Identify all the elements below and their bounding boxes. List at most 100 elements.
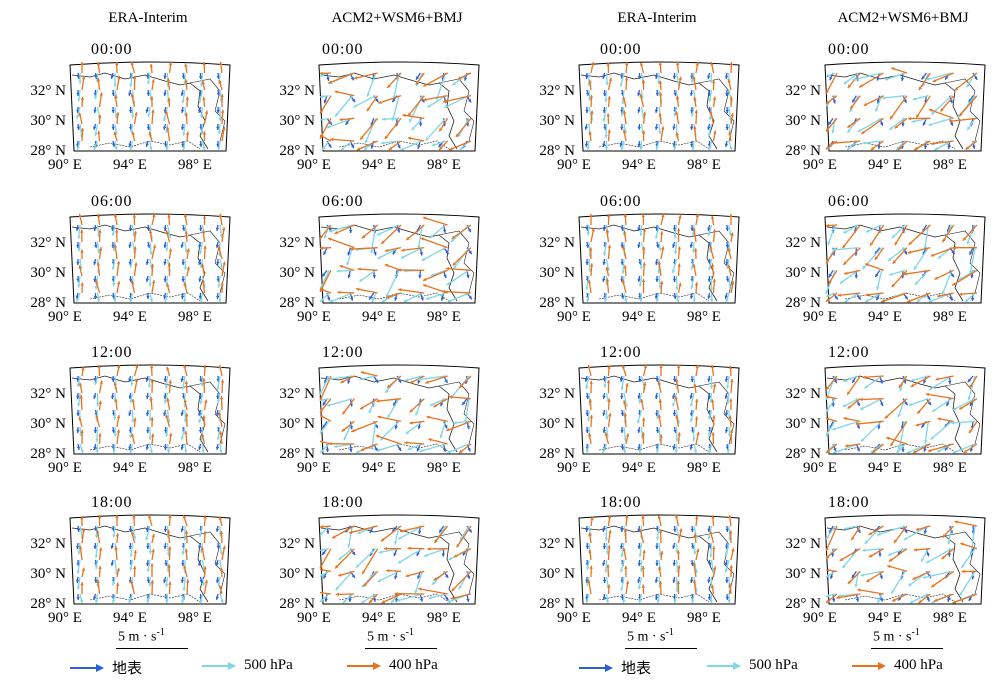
wind-arrowhead (416, 447, 420, 452)
wind-arrowhead (725, 298, 729, 302)
wind-arrowhead (115, 533, 120, 537)
wind-arrowhead (94, 599, 99, 603)
wind-arrow (860, 570, 882, 577)
wind-arrow (329, 292, 353, 303)
wind-arrowhead (641, 417, 646, 421)
latitude-label: 32° N (279, 83, 315, 99)
wind-arrowhead (641, 584, 645, 588)
wind-arrow (891, 224, 906, 239)
wind-arrowhead (914, 147, 918, 150)
wind-arrowhead (75, 579, 80, 583)
wind-arrowhead (430, 273, 435, 277)
wind-arrowhead (707, 579, 711, 583)
wind-arrow (908, 398, 929, 406)
wind-arrowhead (607, 129, 611, 133)
wind-arrowhead (730, 378, 734, 383)
wind-arrowhead (851, 574, 855, 578)
wind-arrowhead (657, 270, 661, 274)
wind-arrowhead (602, 596, 606, 600)
wind-arrowhead (404, 441, 408, 445)
scale-text: 5 m · s (118, 629, 157, 645)
wind-arrowhead (916, 298, 921, 302)
wind-arrowhead (694, 248, 698, 252)
wind-arrowhead (323, 235, 327, 239)
wind-arrowhead (826, 259, 830, 264)
legend-arrow-icon (347, 661, 381, 670)
scale-bar (116, 648, 188, 649)
wind-arrowhead (923, 440, 928, 444)
wind-arrow (456, 525, 472, 548)
legend-arrow-icon (852, 661, 886, 670)
wind-arrow (925, 72, 952, 81)
wind-arrowhead (182, 132, 186, 136)
wind-arrowhead (367, 107, 371, 112)
longitude-label: 90° E (557, 610, 591, 626)
wind-arrowhead (129, 399, 133, 404)
latitude-label: 30° N (539, 416, 575, 432)
wind-arrowhead (679, 528, 683, 532)
wind-arrowhead (163, 446, 168, 450)
map-frame (578, 364, 740, 455)
wind-arrowhead (78, 432, 83, 437)
wind-arrowhead (729, 146, 733, 150)
wind-arrowhead (202, 378, 206, 382)
wind-arrowhead (588, 399, 593, 403)
wind-arrowhead (131, 419, 135, 424)
wind-arrowhead (145, 536, 149, 541)
wind-arrowhead (930, 141, 935, 146)
wind-arrowhead (949, 99, 953, 104)
wind-arrowhead (184, 530, 189, 534)
wind-arrowhead (150, 563, 154, 567)
wind-arrowhead (417, 425, 421, 430)
wind-arrowhead (403, 299, 408, 303)
wind-arrow (860, 117, 885, 135)
map-panel: 18:00 32° N 30° N 28° N 90° E 94° E 98° E (279, 494, 492, 655)
wind-arrowhead (94, 244, 98, 248)
wind-arrowhead (180, 579, 185, 583)
wind-arrowhead (660, 551, 664, 555)
wind-arrowhead (620, 261, 624, 265)
wind-arrowhead (847, 129, 851, 133)
wind-arrowhead (965, 298, 969, 302)
wind-arrowhead (897, 146, 902, 150)
wind-arrowhead (673, 599, 677, 603)
wind-arrowhead (445, 574, 449, 578)
wind-arrowhead (215, 244, 220, 248)
wind-arrowhead (711, 80, 716, 84)
wind-arrowhead (587, 279, 592, 284)
longitude-label: 90° E (803, 157, 837, 173)
wind-arrowhead (898, 384, 902, 388)
longitude-label: 94° E (622, 610, 656, 626)
wind-arrowhead (165, 599, 169, 603)
wind-arrow (446, 420, 472, 432)
wind-arrowhead (335, 113, 339, 117)
wind-arrowhead (859, 397, 863, 402)
wind-arrowhead (199, 227, 203, 231)
wind-arrowhead (707, 133, 711, 137)
wind-arrow (429, 224, 447, 239)
wind-arrowhead (380, 538, 385, 542)
wind-arrowhead (328, 229, 333, 233)
wind-arrowhead (128, 395, 132, 399)
wind-vector-map (824, 514, 986, 605)
wind-arrowhead (182, 146, 186, 150)
wind-arrowhead (149, 298, 154, 302)
wind-arrow (857, 588, 884, 595)
wind-arrowhead (369, 599, 373, 603)
wind-arrow (375, 434, 402, 445)
wind-arrowhead (908, 402, 913, 406)
wind-arrowhead (877, 426, 881, 430)
wind-arrowhead (151, 534, 155, 538)
wind-arrow (941, 224, 955, 243)
wind-arrowhead (134, 378, 139, 382)
wind-arrow (924, 224, 929, 250)
wind-arrowhead (320, 429, 324, 434)
wind-arrowhead (133, 417, 137, 421)
wind-arrowhead (970, 297, 975, 301)
wind-arrowhead (220, 379, 225, 383)
wind-arrowhead (658, 113, 662, 117)
wind-arrowhead (199, 250, 203, 255)
wind-arrowhead (728, 415, 732, 419)
wind-arrowhead (675, 111, 679, 115)
wind-arrowhead (638, 378, 642, 382)
